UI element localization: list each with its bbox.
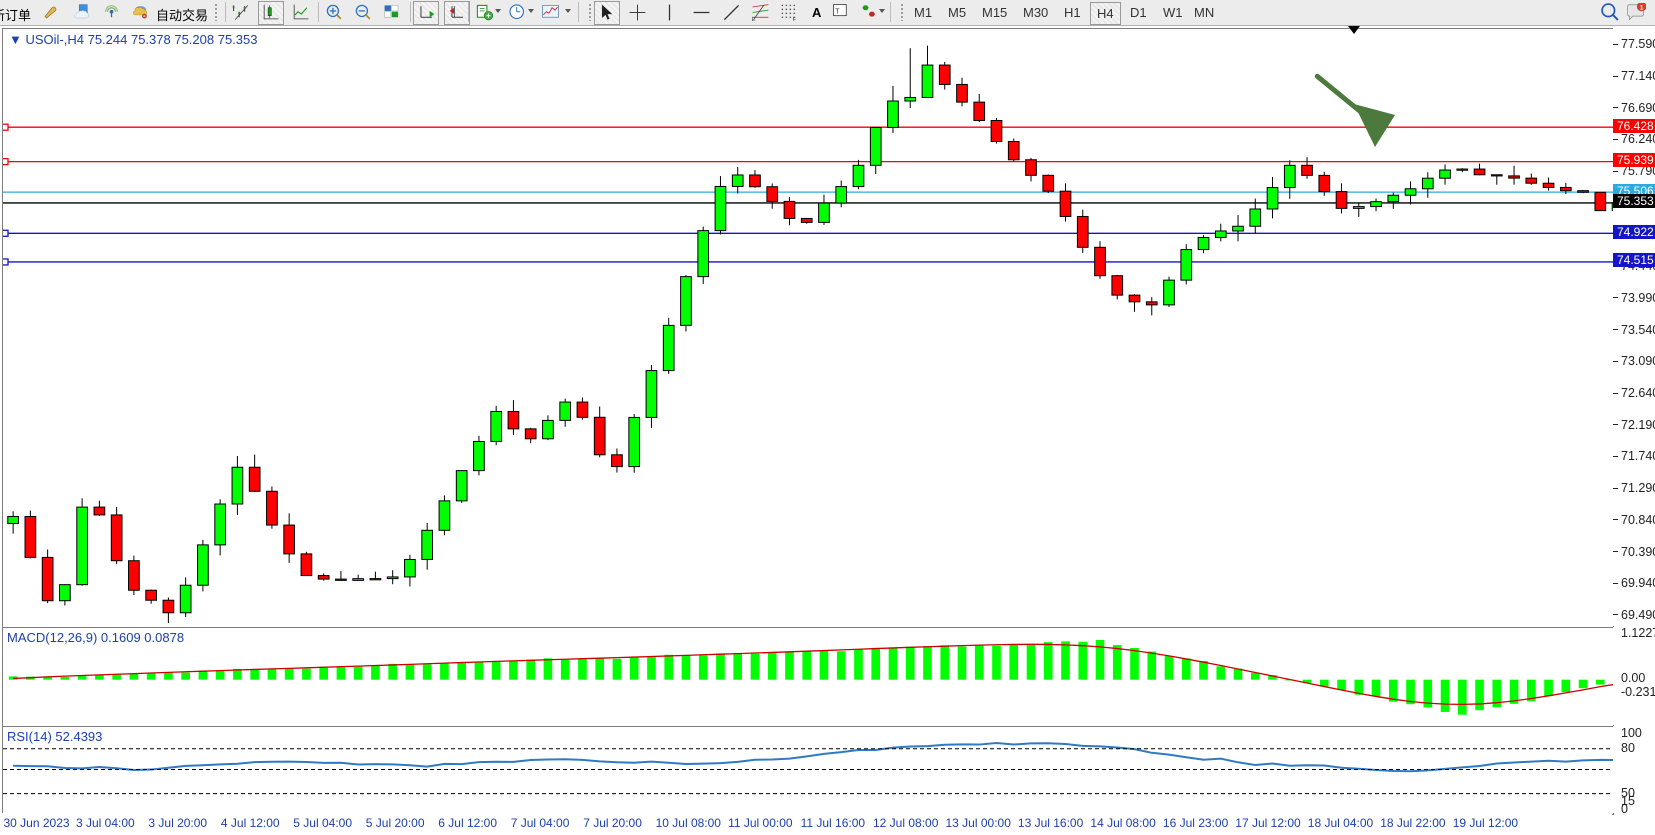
svg-text:E: E: [752, 17, 756, 22]
svg-text:1: 1: [1640, 4, 1644, 11]
svg-text:F: F: [793, 17, 797, 22]
svg-text:T: T: [835, 7, 840, 15]
